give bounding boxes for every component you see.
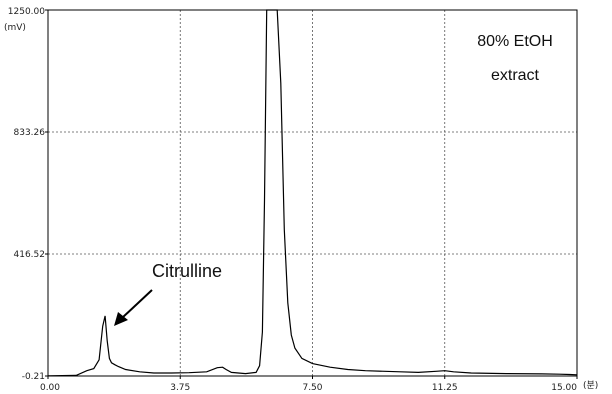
x-tick-label: 3.75 (170, 383, 190, 393)
y-tick-label: 1250.00 (8, 7, 45, 17)
plot-frame (47, 9, 578, 377)
x-tick-labels: 0.00 3.75 7.50 11.25 15.00 (40, 376, 578, 393)
x-tick-label: 7.50 (302, 383, 322, 393)
citrulline-label: Citrulline (152, 261, 222, 281)
grid-lines (48, 10, 577, 376)
sample-label-line1: 80% EtOH (477, 33, 553, 50)
series-line (47, 9, 578, 377)
sample-label-line2: extract (491, 67, 540, 84)
y-tick-label: 416.52 (14, 250, 46, 260)
x-tick-label: 15.00 (551, 383, 577, 393)
y-tick-label: -0.21 (22, 372, 45, 382)
y-tick-label: 833.26 (14, 128, 46, 138)
x-tick-label: 11.25 (432, 383, 458, 393)
x-unit-label: (분) (583, 380, 598, 391)
y-tick-labels: -0.21 416.52 833.26 1250.00 (8, 7, 48, 382)
x-tick-label: 0.00 (40, 383, 60, 393)
y-unit-label: (mV) (4, 23, 26, 33)
citrulline-arrow (114, 289, 153, 326)
